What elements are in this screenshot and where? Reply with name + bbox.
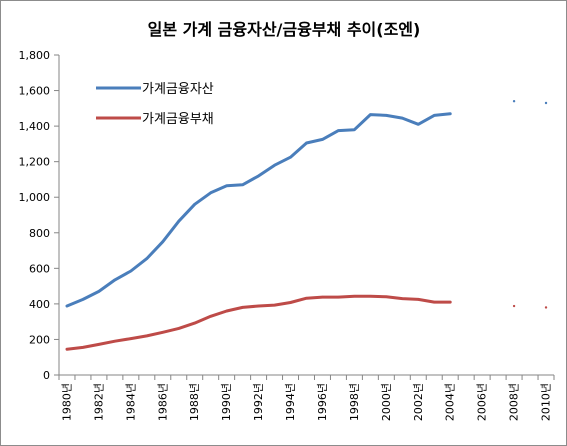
y-tick-label: 600 — [29, 262, 50, 275]
x-tick-label: 1996년 — [316, 383, 329, 421]
data-point-0 — [337, 129, 340, 132]
x-tick-label: 2002년 — [412, 383, 425, 421]
data-point-1 — [401, 297, 404, 300]
data-point-0 — [241, 183, 244, 186]
data-point-0 — [209, 191, 212, 194]
y-tick-label: 1,600 — [19, 85, 51, 98]
data-point-0 — [129, 269, 133, 273]
x-tick-label: 1992년 — [252, 383, 265, 421]
data-point-1 — [337, 295, 340, 299]
data-point-0 — [289, 156, 292, 159]
data-point-1 — [273, 303, 276, 307]
data-point-0 — [321, 138, 324, 141]
data-point-1 — [65, 348, 69, 351]
y-tick-label: 1,800 — [19, 49, 51, 62]
x-tick-label: 1988년 — [188, 383, 201, 421]
data-point-0 — [113, 278, 117, 282]
legend-label-liabilities: 가계금융부채 — [142, 112, 214, 127]
data-point-0 — [257, 174, 260, 178]
data-point-1 — [369, 295, 372, 298]
x-tick-label: 2008년 — [508, 383, 521, 421]
data-point-0 — [97, 290, 101, 293]
data-point-0 — [273, 164, 276, 167]
x-tick-label: 1982년 — [92, 383, 105, 421]
data-point-1 — [145, 334, 149, 338]
x-tick-label: 2006년 — [476, 383, 489, 421]
data-point-1 — [81, 346, 85, 349]
data-point-1 — [417, 298, 420, 301]
data-point-0 — [305, 141, 308, 145]
data-point-1 — [257, 304, 260, 308]
data-point-0 — [369, 113, 372, 116]
data-point-1 — [97, 343, 101, 346]
y-tick-label: 0 — [43, 369, 50, 382]
series-lines — [65, 100, 548, 351]
x-tick-label: 1998년 — [348, 383, 361, 421]
data-point-0 — [225, 184, 228, 187]
legend-label-assets: 가계금융자산 — [142, 82, 214, 97]
data-point-1 — [385, 295, 388, 298]
data-point-1 — [321, 295, 324, 299]
data-point-1 — [289, 301, 292, 304]
data-point-1 — [129, 337, 133, 340]
data-point-0 — [161, 240, 164, 243]
x-tick-label: 1990년 — [220, 383, 233, 421]
legend: 가계금융자산 가계금융부채 — [96, 82, 214, 127]
data-point-0 — [65, 304, 69, 308]
x-tick-label: 1986년 — [156, 383, 169, 421]
data-point-1 — [449, 300, 452, 304]
data-point-0 — [193, 203, 196, 206]
data-point-0 — [512, 100, 516, 103]
series-line-1 — [65, 294, 452, 351]
data-point-0 — [353, 128, 356, 131]
series-line-0 — [65, 112, 452, 308]
data-point-1 — [241, 306, 244, 309]
x-tick-label: 1994년 — [284, 383, 297, 421]
data-point-0 — [177, 220, 180, 223]
data-point-0 — [417, 123, 420, 126]
y-tick-label: 800 — [29, 227, 50, 240]
data-point-0 — [145, 257, 149, 260]
data-point-1 — [225, 309, 228, 313]
x-tick-label: 2000년 — [380, 383, 393, 421]
x-tick-label: 2004년 — [444, 383, 457, 421]
chart-title: 일본 가계 금융자산/금융부채 추이(조엔) — [148, 20, 421, 39]
y-tick-label: 200 — [29, 333, 50, 346]
data-point-1 — [512, 304, 516, 308]
data-point-0 — [544, 101, 548, 105]
data-point-1 — [209, 315, 212, 318]
y-tick-label: 1,200 — [19, 156, 51, 169]
data-point-0 — [385, 114, 388, 117]
x-tick-label: 1984년 — [124, 383, 137, 421]
y-tick-label: 1,400 — [19, 120, 51, 133]
data-point-0 — [401, 116, 404, 120]
y-tick-label: 1,000 — [19, 191, 51, 204]
y-tick-label: 400 — [29, 298, 50, 311]
data-point-1 — [433, 300, 436, 304]
axes — [58, 55, 554, 376]
data-point-0 — [449, 112, 452, 115]
y-axis-ticks: 0 200 400 600 800 1,000 1,200 1,400 1,600 1,800 — [19, 49, 59, 382]
data-point-1 — [193, 321, 196, 325]
data-point-0 — [81, 298, 85, 301]
data-point-0 — [433, 114, 436, 117]
data-point-1 — [305, 297, 308, 300]
data-point-1 — [113, 340, 117, 343]
x-tick-label: 1980년 — [60, 383, 73, 421]
data-point-1 — [353, 295, 356, 298]
data-point-1 — [544, 306, 548, 309]
data-point-1 — [161, 331, 164, 334]
data-point-1 — [177, 327, 180, 330]
x-tick-label: 2010년 — [540, 383, 553, 421]
x-axis-ticks: 1980년 1982년 1984년 1986년 1988년 1990년 1992년 1994년… — [58, 375, 555, 421]
